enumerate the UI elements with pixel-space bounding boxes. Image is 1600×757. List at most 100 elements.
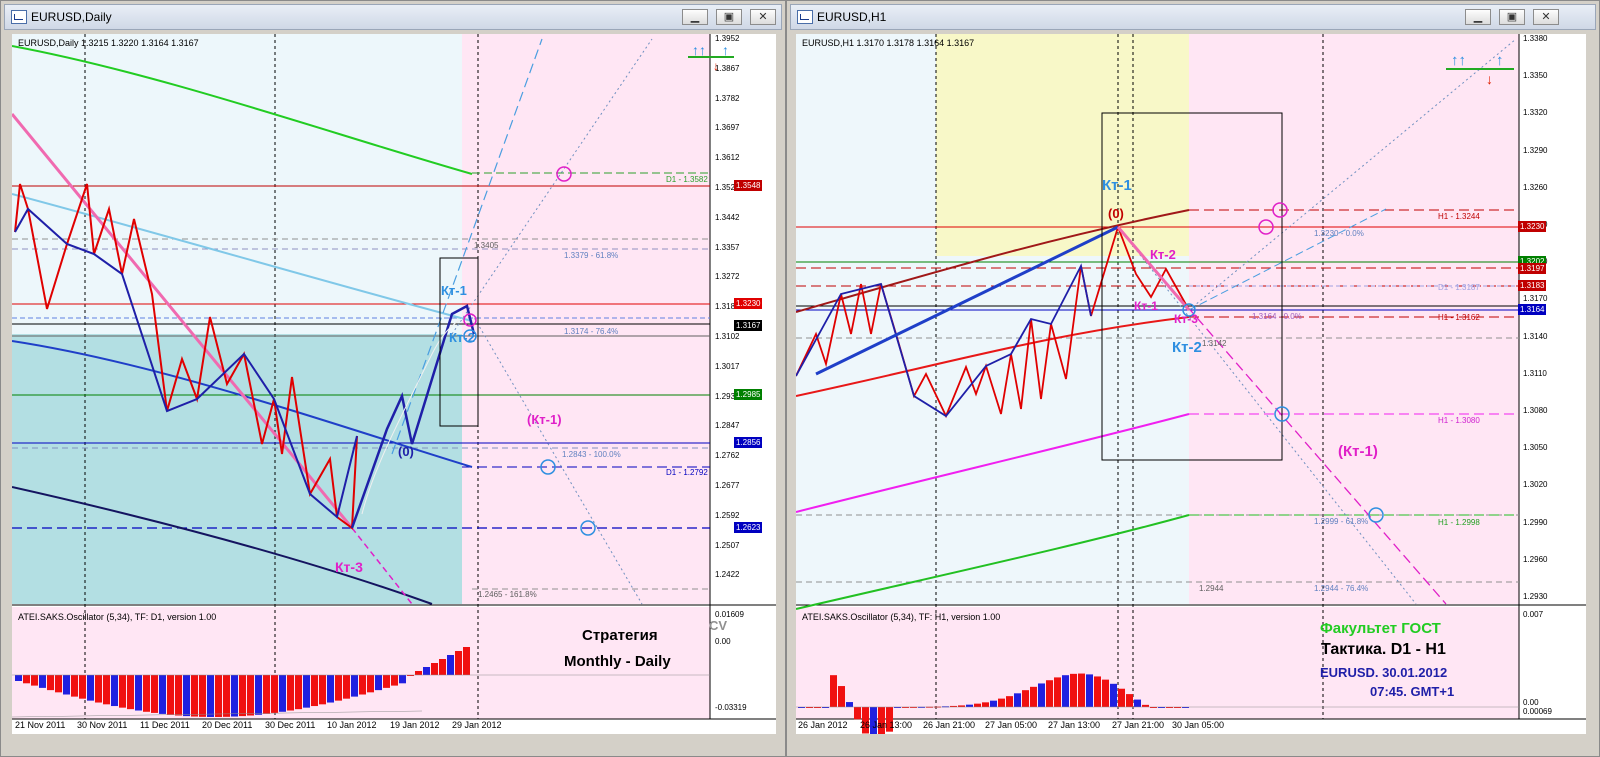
window-titlebar[interactable]: EURUSD,H1 ▁ ▣ ✕ bbox=[790, 4, 1596, 30]
price-axis-tick: 1.2930 bbox=[1523, 592, 1548, 601]
osc-axis-zero: 0.00 bbox=[715, 637, 731, 646]
level-lines bbox=[12, 172, 710, 590]
price-marker: 1.3164 bbox=[1518, 304, 1547, 315]
label-h1-3162: H1 - 1.3162 bbox=[1438, 313, 1480, 322]
h1-chart-svg: ↑↑ ↑ ↓ bbox=[796, 34, 1586, 734]
oscillator-bar bbox=[798, 707, 805, 708]
time-axis-label: 10 Jan 2012 bbox=[327, 720, 377, 730]
svg-text:↑↑: ↑↑ bbox=[692, 42, 706, 58]
oscillator-bar bbox=[814, 707, 821, 708]
oscillator-bar bbox=[974, 703, 981, 707]
oscillator-bar bbox=[79, 675, 86, 699]
time-axis-label: 29 Jan 2012 bbox=[452, 720, 502, 730]
oscillator-bar bbox=[910, 706, 917, 708]
oscillator-bar bbox=[958, 705, 965, 707]
price-axis-tick: 1.2592 bbox=[715, 510, 740, 520]
label-h1-3080: H1 - 1.3080 bbox=[1438, 416, 1480, 425]
minimize-button[interactable]: ▁ bbox=[682, 9, 708, 25]
oscillator-bar bbox=[39, 675, 46, 688]
window-eurusd-daily[interactable]: EURUSD,Daily ▁ ▣ ✕ bbox=[0, 0, 786, 757]
window-titlebar[interactable]: EURUSD,Daily ▁ ▣ ✕ bbox=[4, 4, 782, 30]
window-title: EURUSD,H1 bbox=[817, 10, 887, 24]
annotation-zero: (0) bbox=[1108, 206, 1124, 221]
oscillator-bar bbox=[1150, 707, 1157, 708]
label-3142: 1.3142 bbox=[1202, 339, 1227, 348]
maximize-button[interactable]: ▣ bbox=[1499, 9, 1525, 25]
strategy-title: Стратегия bbox=[582, 627, 658, 644]
price-axis-tick: 1.2507 bbox=[715, 540, 740, 550]
label-h1-3244: H1 - 1.3244 bbox=[1438, 212, 1480, 221]
box-kt bbox=[1101, 112, 1283, 461]
bg-zone-pink bbox=[462, 34, 710, 604]
price-axis-tick: 1.3102 bbox=[715, 332, 740, 341]
ma-darkred bbox=[796, 209, 1190, 313]
minimize-button[interactable]: ▁ bbox=[1465, 9, 1491, 25]
gost-title: Факультет ГОСТ bbox=[1320, 620, 1441, 637]
svg-text:↓: ↓ bbox=[713, 59, 719, 73]
oscillator-bar bbox=[359, 675, 366, 695]
oscillator-bar bbox=[87, 675, 94, 701]
label-d1-3582: D1 - 1.3582 bbox=[666, 175, 708, 184]
price-axis-tick: 1.3612 bbox=[715, 153, 740, 163]
price-axis-tick: 1.2932 bbox=[715, 391, 740, 401]
price-axis-tick: 1.2677 bbox=[715, 481, 740, 490]
oscillator-bars-h1 bbox=[798, 673, 1189, 734]
oscillator-bar bbox=[399, 675, 406, 684]
time-axis-label: 11 Dec 2011 bbox=[140, 720, 190, 730]
price-axis-tick: 1.3110 bbox=[1523, 368, 1547, 378]
bg-zone-light bbox=[12, 34, 462, 334]
ma-red bbox=[796, 316, 1190, 397]
price-marker: 1.2985 bbox=[734, 389, 763, 400]
oscillator-bar bbox=[143, 675, 150, 712]
oscillator-bar bbox=[63, 675, 70, 695]
price-marker: 1.3167 bbox=[734, 320, 763, 331]
oscillator-bars-daily bbox=[15, 647, 470, 717]
window-eurusd-h1[interactable]: EURUSD,H1 ▁ ▣ ✕ bbox=[786, 0, 1600, 757]
close-button[interactable]: ✕ bbox=[750, 9, 776, 25]
price-marker: 1.3548 bbox=[734, 180, 763, 191]
chart-area-daily[interactable]: ↑↑ ↑ ↓ EURUSD,Daily 1.3215 1.3220 1.3164… bbox=[12, 34, 776, 734]
price-axis-tick: 1.3867 bbox=[715, 63, 740, 73]
price-axis-tick: 1.3140 bbox=[1523, 331, 1548, 341]
price-axis-tick: 1.3050 bbox=[1523, 443, 1548, 453]
oscillator-bar bbox=[295, 675, 302, 710]
price-axis-tick: 1.3272 bbox=[715, 272, 740, 282]
price-axis-tick: 1.3782 bbox=[715, 93, 740, 103]
oscillator-bar bbox=[1054, 677, 1061, 707]
price-axis-tick: 1.2422 bbox=[715, 570, 740, 580]
ma-lightblue bbox=[12, 193, 473, 322]
oscillator-bar bbox=[822, 707, 829, 708]
label-2944: 1.2944 bbox=[1199, 584, 1224, 593]
chart-area-h1[interactable]: ↑↑ ↑ ↓ EURUSD,H1 1.3170 1.3178 1.3164 1.… bbox=[796, 34, 1586, 734]
oscillator-bar bbox=[375, 675, 382, 691]
label-fib-764: 1.3174 - 76.4% bbox=[564, 327, 619, 336]
trend-blue bbox=[815, 225, 1119, 376]
oscillator-bar bbox=[439, 659, 446, 675]
annotation-kt2-magenta: Кт-2 bbox=[1150, 247, 1176, 262]
price-marker: 1.3202 bbox=[1518, 256, 1547, 267]
time-axis-label: 30 Dec 2011 bbox=[265, 720, 316, 730]
time-axis-label: 27 Jan 21:00 bbox=[1112, 720, 1165, 730]
label-fib-1618: 1.2465 - 161.8% bbox=[478, 590, 537, 599]
price-path-blue bbox=[796, 263, 1092, 418]
oscillator-bar bbox=[279, 675, 286, 712]
price-marker: 1.3183 bbox=[1518, 280, 1547, 291]
target-circle bbox=[556, 166, 572, 182]
label-fib-764: 1.2944 - 76.4% bbox=[1314, 584, 1369, 593]
close-button[interactable]: ✕ bbox=[1533, 9, 1559, 25]
label-fib-1000: 1.2843 - 100.0% bbox=[562, 450, 621, 459]
oscillator-bar bbox=[966, 704, 973, 707]
oscillator-bar bbox=[1094, 676, 1101, 707]
oscillator-bar bbox=[167, 675, 174, 715]
oscillator-bar bbox=[175, 675, 182, 716]
label-fib-00b: 1.3164 - 0.0% bbox=[1252, 312, 1302, 321]
annotation-kt2: Кт-2 bbox=[449, 330, 475, 345]
annotation-zero: (0) bbox=[398, 444, 414, 459]
oscillator-bar bbox=[271, 675, 278, 713]
oscillator-bar bbox=[71, 675, 78, 697]
price-axis-tick: 1.3350 bbox=[1523, 71, 1548, 81]
bg-zone-pink bbox=[1189, 34, 1519, 604]
maximize-button[interactable]: ▣ bbox=[716, 9, 742, 25]
oscillator-bar bbox=[894, 706, 901, 708]
daily-chart-svg: ↑↑ ↑ ↓ bbox=[12, 34, 776, 720]
